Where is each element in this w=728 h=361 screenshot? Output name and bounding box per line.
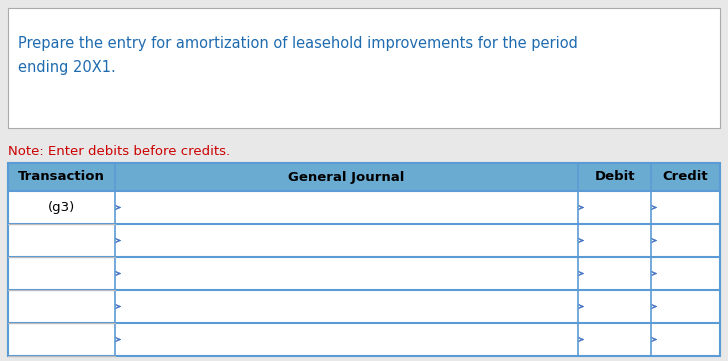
Text: Debit: Debit [594, 170, 635, 183]
Bar [8, 290, 720, 323]
Bar [8, 163, 720, 356]
Text: Credit: Credit [662, 170, 708, 183]
Text: Note: Enter debits before credits.: Note: Enter debits before credits. [8, 145, 230, 158]
Bar [8, 224, 720, 257]
Text: (g3): (g3) [48, 201, 75, 214]
Bar [8, 8, 720, 128]
Text: Transaction: Transaction [18, 170, 105, 183]
Text: ending 20X1.: ending 20X1. [18, 60, 116, 75]
Text: General Journal: General Journal [288, 170, 405, 183]
Bar [8, 191, 720, 224]
Text: Prepare the entry for amortization of leasehold improvements for the period: Prepare the entry for amortization of le… [18, 36, 578, 51]
Bar [8, 257, 720, 290]
Bar [8, 323, 720, 356]
Bar [8, 163, 720, 191]
